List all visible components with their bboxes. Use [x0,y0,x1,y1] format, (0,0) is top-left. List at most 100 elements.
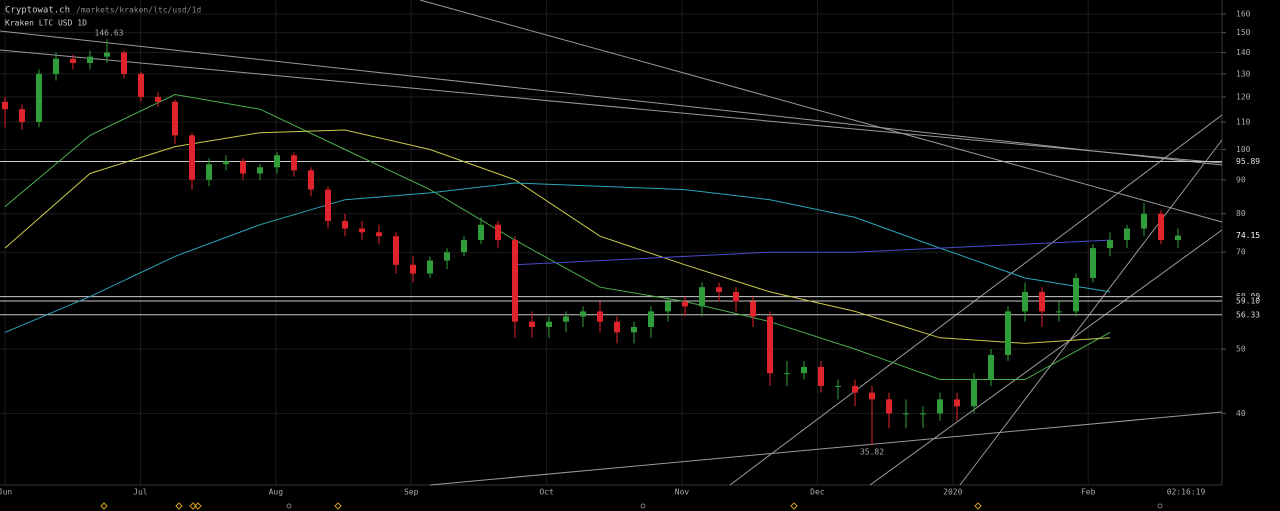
candle-body [835,385,841,387]
moving-average [4,182,1111,333]
marker[interactable] [1157,503,1163,509]
site-name: Cryptowat.ch [5,6,70,16]
event-marker[interactable] [175,502,183,510]
candle-body [801,366,807,374]
candle-body [580,311,586,317]
candle-body [733,291,739,302]
candle-body [1107,240,1113,249]
trendline [0,49,1223,164]
candle-body [410,264,416,274]
candle-body [274,155,280,168]
small-markers [286,503,1163,509]
x-tick-label: Jun [0,488,12,497]
x-tick-label: Aug [269,488,284,497]
candle-body [886,399,892,414]
candle-body [716,287,722,292]
candle-body [257,167,263,174]
event-marker[interactable] [100,502,108,510]
candle-body [784,373,790,375]
candle-body [954,399,960,407]
event-marker[interactable] [189,502,197,510]
trendline [869,229,1223,486]
market-path: /markets/kraken/ltc/usd/1d [76,6,201,15]
trendline [0,30,1223,166]
candle-body [121,52,127,74]
candle-body [376,232,382,237]
candle-body [903,413,909,415]
candle-body [1141,213,1147,229]
y-tick-label: 100 [1236,145,1251,154]
y-tick-label: 90 [1236,175,1246,184]
candle-body [427,260,433,274]
y-tick-label: 40 [1236,409,1246,418]
level-label: 56.33 [1236,310,1260,319]
x-tick-label: 2020 [943,488,962,497]
candle-body [444,252,450,261]
x-tick-label: Feb [1081,488,1096,497]
candle-body [563,316,569,322]
candle-body [36,73,42,122]
candle-body [461,240,467,253]
current-price: 74.15 [1236,231,1260,240]
moving-average [4,93,1111,380]
candle-body [223,161,229,165]
market-name: Kraken LTC USD 1D [5,19,87,28]
y-tick-label: 70 [1236,248,1246,257]
candle-body [325,189,331,222]
candle-body [70,58,76,64]
y-tick-label: 130 [1236,69,1251,78]
event-marker[interactable] [194,502,202,510]
candle-body [342,221,348,229]
candle-body [665,301,671,312]
y-tick-label: 150 [1236,28,1251,37]
level-label-box [1223,295,1257,306]
candle-body [546,321,552,327]
candle-body [614,321,620,333]
candle-body [1039,291,1045,312]
candle-body [1056,311,1062,313]
high-annotation: 146.63 [95,29,124,38]
candle-body [1090,248,1096,279]
candle-body [240,161,246,174]
candle-body [1073,278,1079,312]
candle-body [53,58,59,74]
level-label: 59.10 [1236,296,1260,305]
y-tick-label: 140 [1236,48,1251,57]
candle-body [2,101,8,110]
y-tick-label: 80 [1236,209,1246,218]
y-tick-label: 160 [1236,10,1251,19]
x-tick-label: Dec [810,488,825,497]
candle-body [529,321,535,327]
trendlines [0,0,1223,486]
event-marker[interactable] [790,502,798,510]
candle-body [87,56,93,64]
y-tick-label: 50 [1236,345,1246,354]
trendline [959,139,1223,486]
x-tick-label: Jul [133,488,148,497]
candle-body [988,354,994,380]
y-tick-label: 110 [1236,117,1251,126]
level-label: 95.89 [1236,157,1260,166]
candle-body [155,96,161,102]
candle-body [1022,291,1028,312]
level-label-box [1223,309,1257,320]
y-tick-label: 120 [1236,92,1251,101]
marker[interactable] [640,503,646,509]
x-tick-label: Sep [404,488,419,497]
marker[interactable] [286,503,292,509]
candle-body [699,287,705,307]
candle-body [19,109,25,122]
trendline [419,0,1223,223]
candle-body [172,101,178,136]
x-tick-label: Nov [675,488,690,497]
candle-body [869,392,875,400]
candle-body [512,240,518,322]
candle-body [308,170,314,190]
event-marker[interactable] [974,502,982,510]
event-marker[interactable] [334,502,342,510]
candle-body [359,228,365,233]
candle-body [1175,235,1181,241]
candle-body [189,135,195,180]
candle-body [818,366,824,386]
moving-average [514,239,1111,266]
